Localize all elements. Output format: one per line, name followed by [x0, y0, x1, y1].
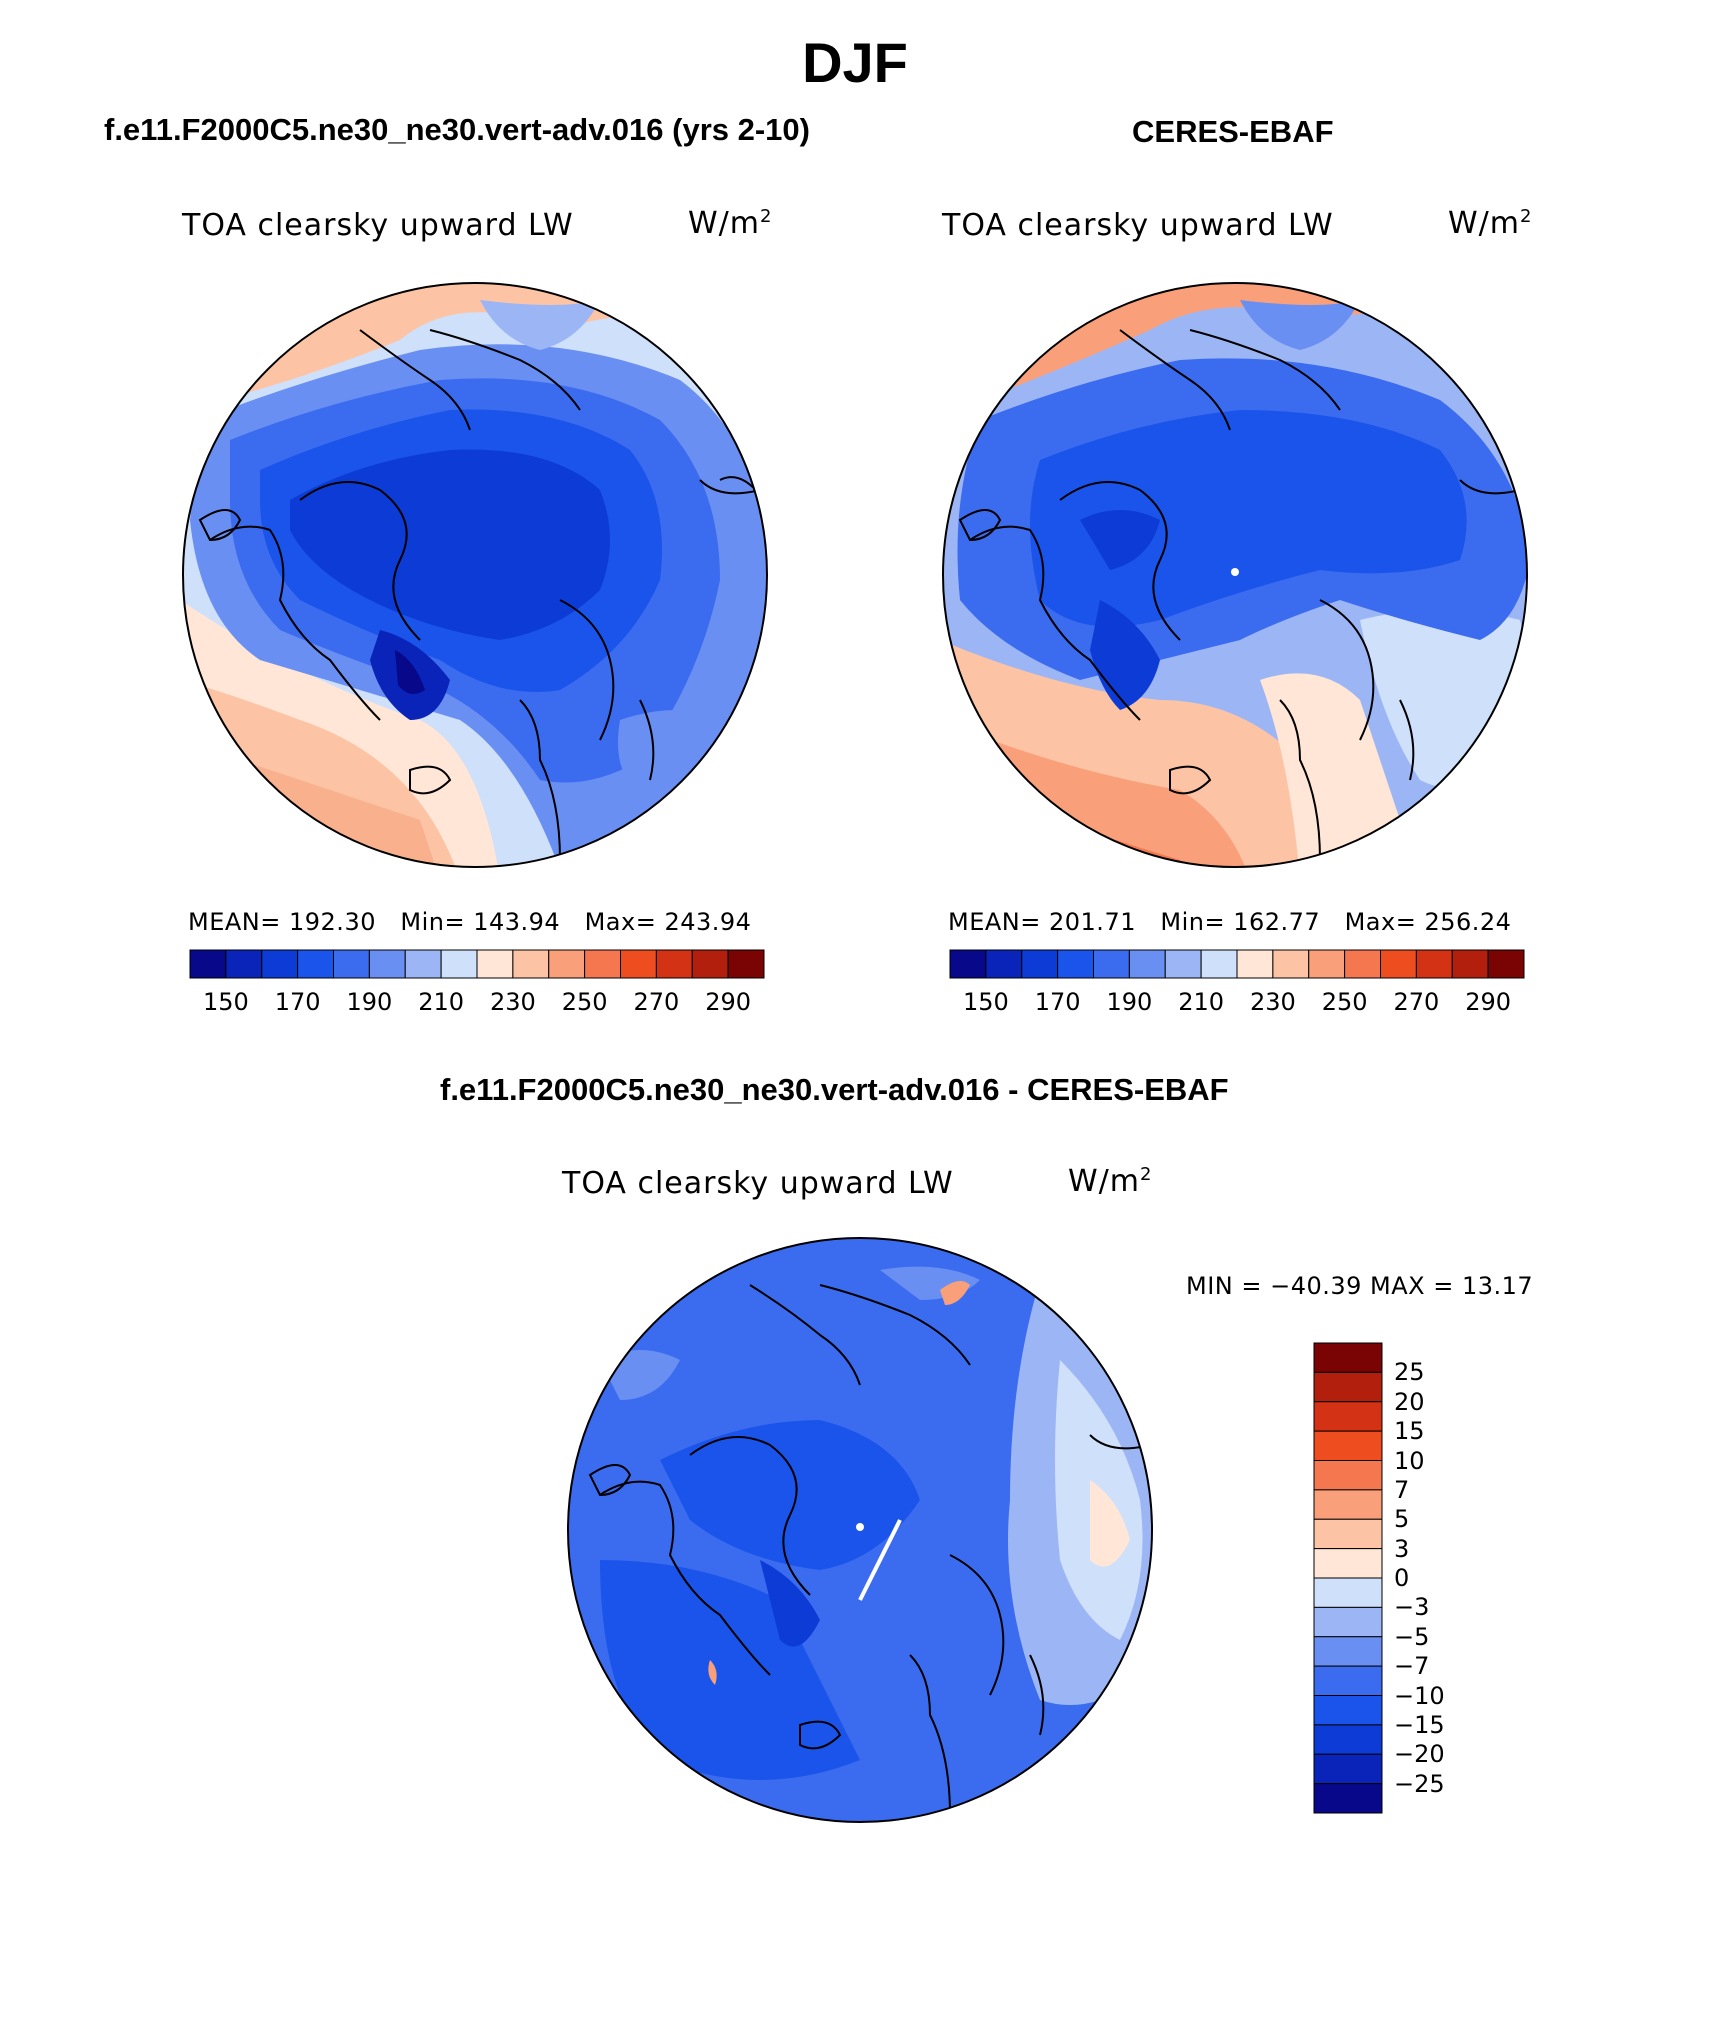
colorbar-swatch — [1313, 1606, 1383, 1638]
obs-units-label: W/m2 — [1448, 206, 1533, 241]
colorbar-swatch — [297, 949, 334, 979]
colorbar-tick-label: 150 — [202, 988, 249, 1016]
model-units-label: W/m2 — [688, 206, 773, 241]
colorbar-swatch — [1313, 1695, 1383, 1726]
colorbar-swatch — [1451, 949, 1489, 979]
colorbar-swatch — [985, 949, 1023, 979]
colorbar-swatch — [1021, 949, 1059, 979]
obs-map — [943, 283, 1527, 867]
colorbar-tick-label: 20 — [1394, 1387, 1425, 1416]
colorbar-swatch — [1313, 1518, 1383, 1550]
colorbar-swatch — [368, 949, 406, 979]
colorbar-swatch — [1272, 949, 1310, 979]
colorbar-swatch — [1313, 1783, 1383, 1814]
colorbar-swatch — [584, 949, 621, 979]
diff-colorbar — [1313, 1342, 1383, 1814]
colorbar-tick-label: −7 — [1394, 1652, 1430, 1681]
diff-units-label: W/m2 — [1068, 1164, 1153, 1199]
colorbar-swatch — [440, 949, 478, 979]
colorbar-swatch — [1057, 949, 1094, 979]
model-case-title: f.e11.F2000C5.ne30_ne30.vert-adv.016 (yr… — [104, 112, 810, 147]
obs-variable-label: TOA clearsky upward LW — [942, 208, 1334, 243]
colorbar-swatch — [949, 949, 987, 979]
colorbar-swatch — [1344, 949, 1381, 979]
colorbar-tick-label: 25 — [1394, 1358, 1425, 1387]
colorbar-swatch — [476, 949, 514, 979]
diff-case-title: f.e11.F2000C5.ne30_ne30.vert-adv.016 - C… — [440, 1072, 1229, 1107]
colorbar-swatch — [1308, 949, 1346, 979]
colorbar-tick-label: 250 — [1321, 988, 1368, 1016]
colorbar-tick-label: 190 — [1106, 988, 1153, 1016]
colorbar-tick-label: −20 — [1394, 1740, 1445, 1769]
colorbar-tick-label: −10 — [1394, 1681, 1445, 1710]
colorbar-swatch — [1313, 1577, 1383, 1608]
diff-minmax: MIN = −40.39 MAX = 13.17 — [1186, 1272, 1534, 1300]
diff-variable-label: TOA clearsky upward LW — [562, 1166, 954, 1201]
colorbar-swatch — [1313, 1371, 1383, 1403]
colorbar-swatch — [1313, 1548, 1383, 1579]
colorbar-tick-label: 210 — [418, 988, 465, 1016]
colorbar-tick-label: 230 — [489, 988, 536, 1016]
colorbar-swatch — [1313, 1724, 1383, 1755]
colorbar-tick-label: 170 — [1034, 988, 1081, 1016]
colorbar-swatch — [655, 949, 693, 979]
colorbar-swatch — [1313, 1665, 1383, 1696]
model-variable-label: TOA clearsky upward LW — [182, 208, 574, 243]
colorbar-tick-label: 7 — [1394, 1475, 1410, 1504]
colorbar-swatch — [512, 949, 550, 979]
colorbar-tick-label: −3 — [1394, 1593, 1430, 1622]
colorbar-tick-label: 5 — [1394, 1505, 1410, 1534]
colorbar-swatch — [1313, 1489, 1383, 1520]
colorbar-tick-label: 3 — [1394, 1534, 1410, 1563]
colorbar-swatch — [1313, 1430, 1383, 1461]
model-colorbar — [189, 949, 765, 979]
colorbar-swatch — [1236, 949, 1274, 979]
model-stats: MEAN= 192.30 Min= 143.94 Max= 243.94 — [188, 908, 752, 936]
colorbar-swatch — [1487, 949, 1525, 979]
obs-colorbar — [949, 949, 1525, 979]
colorbar-tick-label: 10 — [1394, 1446, 1425, 1475]
diff-map — [568, 1238, 1152, 1822]
colorbar-swatch — [1313, 1401, 1383, 1432]
colorbar-swatch — [225, 949, 263, 979]
colorbar-tick-label: −15 — [1394, 1710, 1445, 1739]
colorbar-tick-label: 270 — [633, 988, 680, 1016]
colorbar-tick-label: 150 — [962, 988, 1009, 1016]
colorbar-swatch — [691, 949, 729, 979]
colorbar-swatch — [727, 949, 765, 979]
colorbar-swatch — [1200, 949, 1238, 979]
colorbar-tick-label: 250 — [561, 988, 608, 1016]
colorbar-tick-label: 190 — [346, 988, 393, 1016]
colorbar-tick-label: 290 — [1465, 988, 1512, 1016]
colorbar-swatch — [548, 949, 586, 979]
colorbar-tick-label: 210 — [1178, 988, 1225, 1016]
colorbar-tick-label: 290 — [705, 988, 752, 1016]
colorbar-swatch — [1313, 1753, 1383, 1785]
colorbar-tick-label: 15 — [1394, 1417, 1425, 1446]
colorbar-tick-label: 230 — [1249, 988, 1296, 1016]
colorbar-swatch — [404, 949, 442, 979]
colorbar-tick-label: 170 — [274, 988, 321, 1016]
colorbar-swatch — [1313, 1460, 1383, 1491]
obs-case-title: CERES-EBAF — [1132, 114, 1334, 149]
colorbar-swatch — [1313, 1636, 1383, 1667]
colorbar-swatch — [1128, 949, 1166, 979]
colorbar-swatch — [1380, 949, 1417, 979]
colorbar-swatch — [189, 949, 227, 979]
colorbar-swatch — [1164, 949, 1202, 979]
figure-title: DJF — [802, 31, 908, 94]
colorbar-tick-label: 270 — [1393, 988, 1440, 1016]
colorbar-swatch — [1093, 949, 1130, 979]
colorbar-swatch — [333, 949, 370, 979]
obs-stats: MEAN= 201.71 Min= 162.77 Max= 256.24 — [948, 908, 1512, 936]
colorbar-tick-label: −5 — [1394, 1622, 1430, 1651]
colorbar-tick-label: 0 — [1394, 1564, 1410, 1592]
colorbar-tick-label: −25 — [1394, 1769, 1445, 1798]
colorbar-swatch — [1415, 949, 1453, 979]
colorbar-swatch — [1313, 1342, 1383, 1373]
colorbar-swatch — [261, 949, 299, 979]
model-map — [183, 283, 767, 867]
colorbar-swatch — [620, 949, 657, 979]
